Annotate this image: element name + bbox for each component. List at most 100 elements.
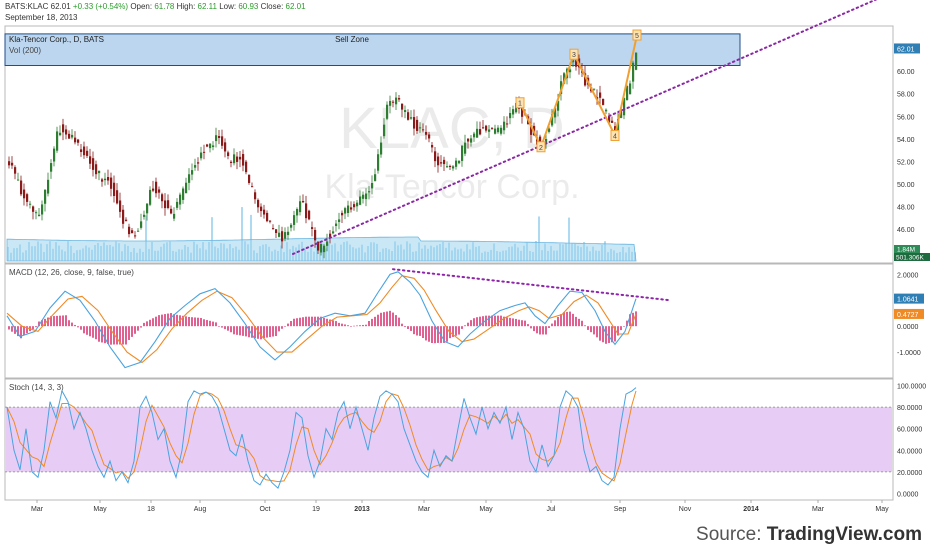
candle: [317, 241, 320, 251]
candle: [599, 92, 602, 98]
macd-histogram-bar: [341, 323, 343, 327]
sell-zone-label: Sell Zone: [335, 35, 369, 44]
candle: [227, 152, 230, 157]
pattern-point-marker: [569, 48, 579, 60]
candle: [272, 228, 275, 230]
candle: [509, 112, 512, 119]
macd-histogram-bar: [506, 317, 508, 327]
macd-histogram-bar: [185, 316, 187, 327]
candle: [434, 151, 437, 162]
candle: [305, 203, 308, 219]
header-date: September 18, 2013: [5, 13, 78, 22]
candle: [230, 161, 233, 164]
macd-histogram-bar: [47, 317, 49, 327]
candle: [11, 162, 14, 166]
macd-histogram-bar: [608, 326, 610, 344]
candle: [314, 229, 317, 241]
candle: [458, 160, 461, 164]
macd-histogram-bar: [266, 326, 268, 338]
symbol: BATS:KLAC: [5, 2, 49, 11]
candle: [233, 154, 236, 164]
candle: [539, 136, 542, 143]
candle: [119, 200, 122, 212]
macd-histogram-bar: [191, 317, 193, 327]
stoch-tick-label: 0.0000: [897, 492, 919, 499]
macd-histogram-bar: [512, 318, 514, 327]
macd-histogram-bar: [311, 316, 313, 327]
macd-histogram-bar: [140, 326, 142, 328]
macd-histogram-bar: [254, 326, 256, 339]
candle: [629, 83, 632, 95]
candle: [86, 150, 89, 156]
price-tick-label: 56.00: [897, 114, 915, 121]
candle: [26, 194, 29, 202]
macd-histogram-bar: [443, 326, 445, 343]
pattern-point-label: 2: [539, 145, 543, 152]
candle: [173, 213, 176, 219]
candle: [209, 143, 212, 149]
candle: [470, 138, 473, 143]
macd-histogram-bar: [368, 321, 370, 327]
candle: [92, 158, 95, 170]
candle: [380, 142, 383, 155]
macd-histogram-bar: [581, 320, 583, 327]
macd-histogram-bar: [428, 326, 430, 342]
high-value: 62.11: [197, 2, 217, 11]
macd-histogram-bar: [632, 312, 634, 327]
candle: [386, 104, 389, 119]
candle: [83, 146, 86, 156]
macd-trendline: [392, 268, 671, 302]
macd-histogram-bar: [392, 312, 394, 327]
candle: [17, 179, 20, 181]
stoch-tick-label: 80.0000: [897, 405, 922, 412]
macd-histogram-bar: [89, 326, 91, 337]
macd-histogram-bar: [605, 326, 607, 344]
candle: [464, 142, 467, 154]
candle: [452, 166, 455, 169]
candle: [632, 62, 635, 82]
candle: [161, 194, 164, 202]
last-price: 62.01: [50, 2, 71, 11]
candle: [74, 137, 77, 143]
macd-histogram-bar: [107, 326, 109, 344]
macd-histogram-bar: [422, 326, 424, 339]
x-tick-label: 19: [312, 506, 320, 513]
macd-histogram-bar: [350, 326, 352, 327]
macd-histogram-bar: [389, 310, 391, 327]
macd-histogram-bar: [92, 326, 94, 338]
volume-badge: [894, 245, 920, 253]
macd-histogram-bar: [398, 317, 400, 327]
macd-histogram-bar: [617, 326, 619, 336]
stoch-tick-label: 40.0000: [897, 448, 922, 455]
macd-histogram-bar: [206, 320, 208, 327]
macd-histogram-bar: [161, 314, 163, 327]
x-tick-label: Mar: [812, 506, 825, 513]
volume-title: Vol (200): [9, 46, 41, 55]
candle: [359, 196, 362, 205]
macd-histogram-bar: [332, 320, 334, 327]
macd-histogram-bar: [407, 326, 409, 329]
candle: [344, 208, 347, 214]
source-credit: Source: TradingView.com: [696, 524, 922, 545]
signal-value-badge: [894, 308, 924, 319]
candle: [605, 109, 608, 112]
candle: [371, 182, 374, 189]
macd-histogram-bar: [554, 320, 556, 327]
candle: [263, 209, 266, 215]
candle: [158, 189, 161, 193]
candle: [164, 200, 167, 209]
macd-histogram-bar: [320, 316, 322, 327]
candle: [257, 199, 260, 208]
macd-histogram-bar: [263, 326, 265, 339]
macd-histogram-bar: [155, 316, 157, 327]
candle: [152, 188, 155, 191]
x-tick-label: 2014: [743, 506, 759, 513]
macd-histogram-bar: [104, 326, 106, 344]
volume-average-badge: [894, 253, 930, 261]
macd-histogram-bar: [110, 326, 112, 345]
macd-histogram-bar: [245, 326, 247, 337]
macd-histogram-bar: [551, 323, 553, 327]
macd-histogram-bar: [404, 326, 406, 328]
